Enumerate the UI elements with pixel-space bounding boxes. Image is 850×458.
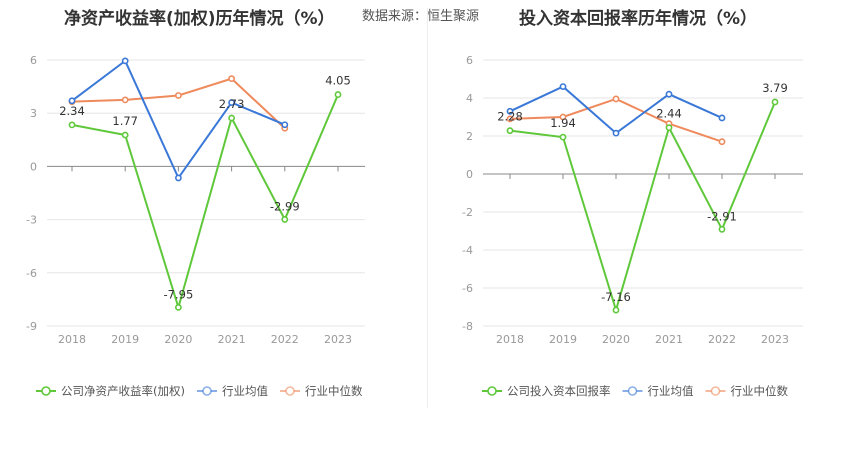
legend-marker-company [487, 386, 497, 396]
data-point-avg [174, 174, 182, 182]
data-point-avg [718, 114, 726, 122]
data-label: -2.91 [707, 209, 737, 223]
data-point-avg [612, 129, 620, 137]
x-tick-label: 2022 [271, 333, 299, 346]
roic-chart-title: 投入资本回报率历年情况（%） [519, 9, 758, 29]
data-label: -7.95 [164, 287, 194, 301]
data-point-avg [506, 107, 514, 115]
data-point-company [665, 124, 673, 132]
x-tick-label: 2019 [549, 333, 577, 346]
x-tick-label: 2021 [218, 333, 246, 346]
x-tick-label: 2021 [655, 333, 683, 346]
series-line-company [71, 94, 339, 311]
data-point-median [174, 92, 182, 99]
y-tick-label: -2 [462, 206, 473, 219]
data-label: 1.77 [112, 114, 138, 128]
data-point-avg [559, 83, 567, 90]
data-point-company [771, 98, 779, 106]
chart-divider [427, 8, 428, 408]
data-source-label: 数据来源：恒生聚源 [362, 9, 480, 24]
legend-label-company: 公司净资产收益率(加权) [61, 384, 185, 398]
data-point-median [506, 115, 514, 123]
data-point-median [559, 113, 567, 121]
data-point-company [718, 225, 726, 233]
legend-marker-avg [202, 386, 212, 396]
data-point-company [612, 306, 620, 314]
x-tick-label: 2019 [111, 333, 139, 346]
legend-marker-company [41, 386, 51, 396]
y-tick-label: 0 [466, 168, 473, 181]
data-label: 2.73 [219, 97, 245, 111]
data-point-company [559, 133, 567, 141]
y-tick-label: 6 [466, 54, 473, 67]
series-line-company [509, 101, 776, 314]
roe-chart-title: 净资产收益率(加权)历年情况（%） [64, 9, 335, 29]
data-point-median [121, 96, 129, 104]
legend-marker-median [710, 386, 721, 396]
data-label: 1.94 [550, 116, 576, 130]
legend-label-avg: 行业均值 [648, 384, 694, 398]
series-line-avg [509, 85, 723, 135]
data-point-median [718, 138, 726, 146]
data-point-company [121, 131, 129, 139]
data-point-company [68, 121, 76, 129]
data-point-company [228, 114, 235, 122]
x-tick-label: 2023 [761, 333, 789, 346]
data-point-avg [121, 57, 129, 65]
data-label: 3.79 [762, 81, 788, 95]
data-label: 2.34 [59, 104, 85, 118]
data-point-avg [665, 90, 673, 98]
legend-label-avg: 行业均值 [222, 384, 268, 398]
y-tick-label: -8 [462, 320, 473, 333]
y-tick-label: 4 [466, 92, 473, 105]
y-tick-label: -4 [462, 244, 473, 257]
legend-label-median: 行业中位数 [731, 384, 789, 398]
y-tick-label: 6 [30, 54, 37, 67]
data-point-company [281, 216, 289, 223]
legend-label-company: 公司投入资本回报率 [507, 384, 611, 398]
y-tick-label: -9 [26, 320, 37, 333]
x-tick-label: 2020 [164, 333, 192, 346]
data-point-company [174, 303, 182, 311]
data-label: -7.16 [601, 290, 631, 304]
y-tick-label: -6 [26, 267, 37, 280]
y-tick-label: 0 [30, 160, 37, 173]
y-tick-label: 3 [30, 107, 37, 120]
data-point-company [506, 127, 514, 135]
series-line-median [71, 77, 286, 130]
data-point-avg [68, 97, 76, 105]
data-point-median [228, 75, 235, 83]
data-point-company [334, 91, 342, 98]
data-point-avg [228, 99, 235, 106]
data-point-median [612, 95, 620, 103]
y-tick-label: -3 [26, 214, 37, 227]
data-label: 2.44 [656, 107, 682, 121]
x-tick-label: 2018 [58, 333, 86, 346]
x-tick-label: 2020 [602, 333, 630, 346]
legend-label-median: 行业中位数 [305, 384, 363, 398]
x-tick-label: 2018 [496, 333, 524, 346]
data-point-avg [281, 121, 289, 129]
data-label: 2.28 [497, 110, 523, 124]
data-label: -2.99 [270, 199, 300, 213]
y-tick-label: 2 [466, 130, 473, 143]
legend-marker-median [285, 386, 295, 396]
legend-marker-avg [627, 386, 638, 396]
x-tick-label: 2023 [324, 333, 352, 346]
data-label: 4.05 [325, 74, 351, 88]
x-tick-label: 2022 [708, 333, 736, 346]
y-tick-label: -6 [462, 282, 473, 295]
